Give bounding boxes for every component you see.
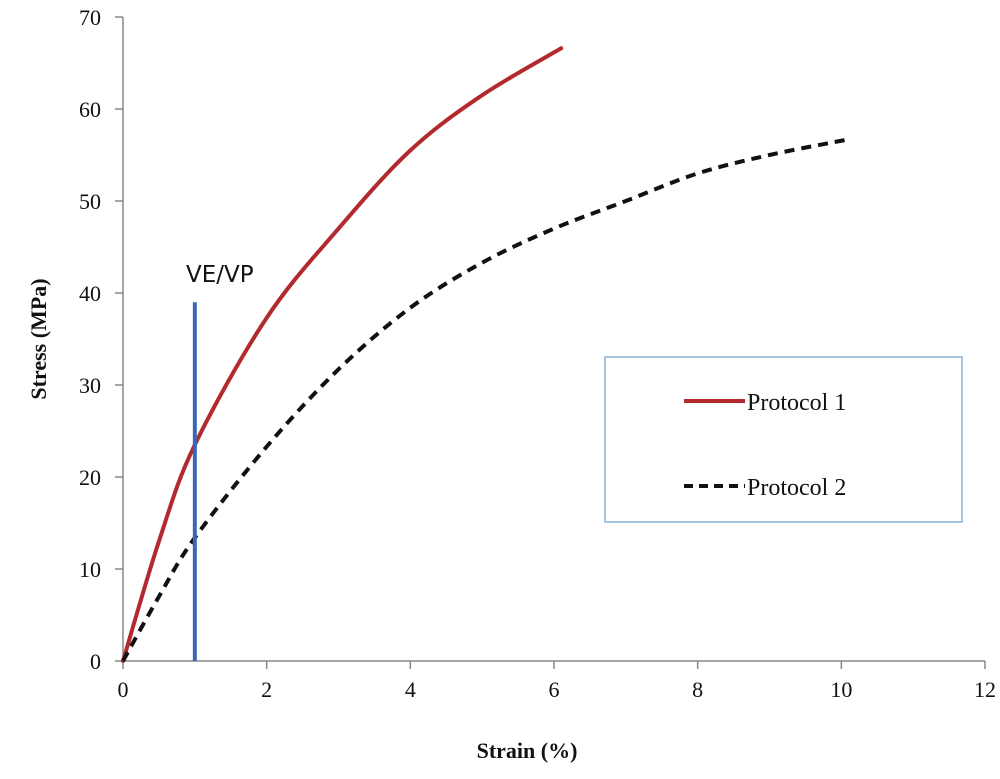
y-tick-label: 50 [79,189,101,214]
x-tick-label: 12 [974,677,996,702]
legend-box [604,356,963,523]
y-tick-label: 10 [79,557,101,582]
x-tick-label: 8 [692,677,703,702]
legend: Protocol 1 Protocol 2 [604,356,963,523]
ve-vp-label: VE/VP [186,262,254,288]
legend-label-protocol-2: Protocol 2 [747,475,846,501]
y-tick-label: 40 [79,281,101,306]
y-tick-label: 0 [90,649,101,674]
y-tick-label: 30 [79,373,101,398]
legend-label-protocol-1: Protocol 1 [747,390,846,416]
y-tick-label: 70 [79,5,101,30]
y-tick-label: 60 [79,97,101,122]
x-tick-label: 2 [261,677,272,702]
x-axis-title: Strain (%) [477,738,578,763]
x-tick-label: 4 [405,677,416,702]
x-tick-label: 0 [118,677,129,702]
x-tick-label: 6 [549,677,560,702]
series-line-protocol-1 [121,46,564,663]
x-tick-label: 10 [830,677,852,702]
y-tick-label: 20 [79,465,101,490]
y-axis-title: Stress (MPa) [26,278,51,399]
